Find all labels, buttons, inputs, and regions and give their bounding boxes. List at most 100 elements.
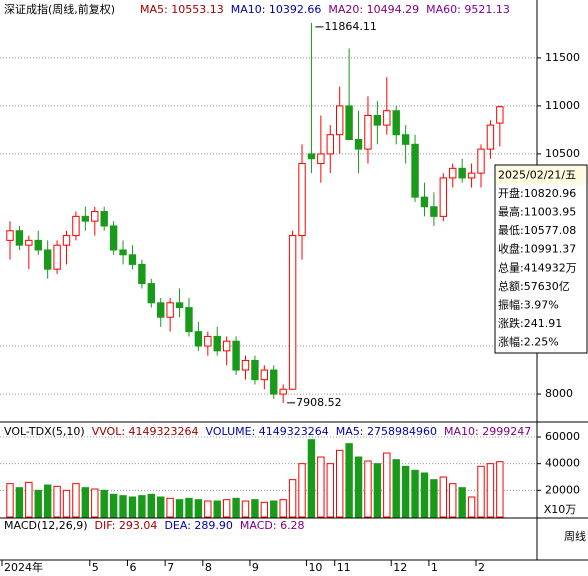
header-item: MA10: 10392.66: [231, 3, 322, 16]
candle-body: [204, 335, 212, 347]
candle-body: [147, 283, 156, 304]
volume-bar: [43, 484, 52, 518]
y-tick-label: 10500: [545, 147, 580, 160]
info-row: 最低:10577.08: [498, 224, 576, 237]
volume-bar: [15, 487, 24, 518]
volume-bar: [109, 493, 118, 518]
candle-body: [222, 340, 231, 352]
volume-bar: [81, 487, 90, 518]
volume-bar: [251, 499, 259, 518]
candle-body: [81, 215, 90, 222]
info-row: 总量:414932万: [498, 260, 577, 274]
volume-bar: [486, 463, 495, 518]
volume-bar: [25, 481, 33, 518]
header-item: DIF: 293.04: [95, 519, 158, 532]
volume-bar: [138, 495, 146, 518]
x-tick-label: 1: [431, 561, 438, 574]
volume-bar: [477, 465, 485, 518]
volume-bar: [232, 497, 240, 518]
candle-body: [241, 359, 250, 371]
panel-header: VOL-TDX(5,10) VVOL: 4149323264 VOLUME: 414…: [4, 425, 531, 438]
volume-bar: [204, 500, 212, 518]
candle-body: [458, 167, 466, 179]
info-row: 最高:11003.95: [498, 205, 576, 219]
y-tick-label: 8000: [545, 387, 573, 400]
info-label: 涨跌:: [498, 316, 524, 330]
info-row: 开盘:10820.96: [498, 186, 576, 200]
candle-body: [119, 249, 127, 256]
info-label: 收盘:: [498, 242, 524, 256]
candle-body: [326, 134, 334, 155]
candle-body: [496, 106, 504, 124]
info-row: 振幅:3.97%: [498, 298, 559, 312]
candle-body: [354, 139, 363, 150]
header-item: VOLUME: 4149323264: [206, 425, 329, 438]
volume-bar: [430, 479, 438, 518]
candle-body: [251, 359, 259, 381]
candle-body: [213, 335, 221, 352]
candle-body: [336, 105, 344, 136]
volume-bar: [53, 485, 61, 518]
x-tick-label: 9: [252, 561, 259, 574]
header-item: MA5: 2758984960: [336, 425, 437, 438]
header-item: MACD: 6.28: [240, 519, 305, 532]
candle-body: [317, 153, 325, 165]
info-row: 收盘:10991.37: [498, 242, 576, 256]
candle-body: [477, 148, 485, 174]
volume-bar: [345, 443, 353, 518]
volume-bar: [336, 449, 344, 518]
x-tick-label: 2024年: [4, 560, 43, 574]
candle-body: [128, 254, 137, 265]
volume-bar: [298, 463, 306, 518]
volume-bar: [279, 499, 287, 518]
volume-bar: [307, 439, 316, 518]
candle-body: [486, 124, 495, 150]
volume-bar: [401, 465, 410, 518]
info-row: 涨跌:241.91: [498, 316, 562, 330]
volume-bar: [449, 483, 457, 518]
info-value: 10820.96: [524, 187, 577, 200]
header-item: MACD(12,26,9): [4, 519, 88, 532]
volume-bar: [288, 479, 297, 518]
volume-bar: [317, 456, 325, 518]
candle-body: [364, 114, 372, 150]
min-annotation: 7908.52: [296, 396, 342, 409]
info-value: 241.91: [524, 317, 563, 330]
info-label: 最低:: [498, 224, 524, 237]
info-label: 最高:: [498, 205, 524, 219]
panel-header: MACD(12,26,9) DIF: 293.04 DEA: 289.90 MACD:…: [4, 519, 305, 532]
volume-bar: [241, 500, 250, 518]
candle-body: [345, 105, 353, 141]
x-tick-label: 5: [92, 561, 99, 574]
candle-body: [109, 225, 118, 251]
candle-body: [100, 211, 108, 227]
candle-body: [307, 153, 316, 160]
info-date-bg: [496, 166, 586, 185]
candle-body: [175, 302, 184, 309]
volume-bar: [222, 499, 231, 518]
x-tick-label: 10: [308, 561, 322, 574]
y-tick-label: 20000: [545, 483, 580, 496]
candle-body: [194, 331, 203, 347]
candle-body: [62, 235, 71, 246]
max-annotation: 11864.11: [324, 20, 377, 33]
candle-body: [72, 215, 80, 237]
volume-bar: [383, 452, 391, 518]
volume-bar: [213, 500, 221, 518]
candle-body: [232, 340, 240, 371]
info-label: 开盘:: [498, 186, 524, 200]
candle-body: [34, 239, 42, 251]
volume-bar: [420, 472, 429, 518]
x-tick-label: 2: [478, 561, 485, 574]
candle-body: [260, 369, 269, 381]
header-item: DEA: 289.90: [164, 519, 232, 532]
volume-bar: [439, 476, 448, 518]
info-value: 11003.95: [524, 206, 577, 219]
x-tick-label: 7: [167, 561, 174, 574]
info-label: 涨幅:: [498, 336, 524, 349]
candle-body: [91, 211, 99, 222]
candle-body: [53, 244, 61, 270]
header-item: MA5: 10553.13: [140, 3, 224, 16]
volume-bar: [194, 499, 203, 518]
